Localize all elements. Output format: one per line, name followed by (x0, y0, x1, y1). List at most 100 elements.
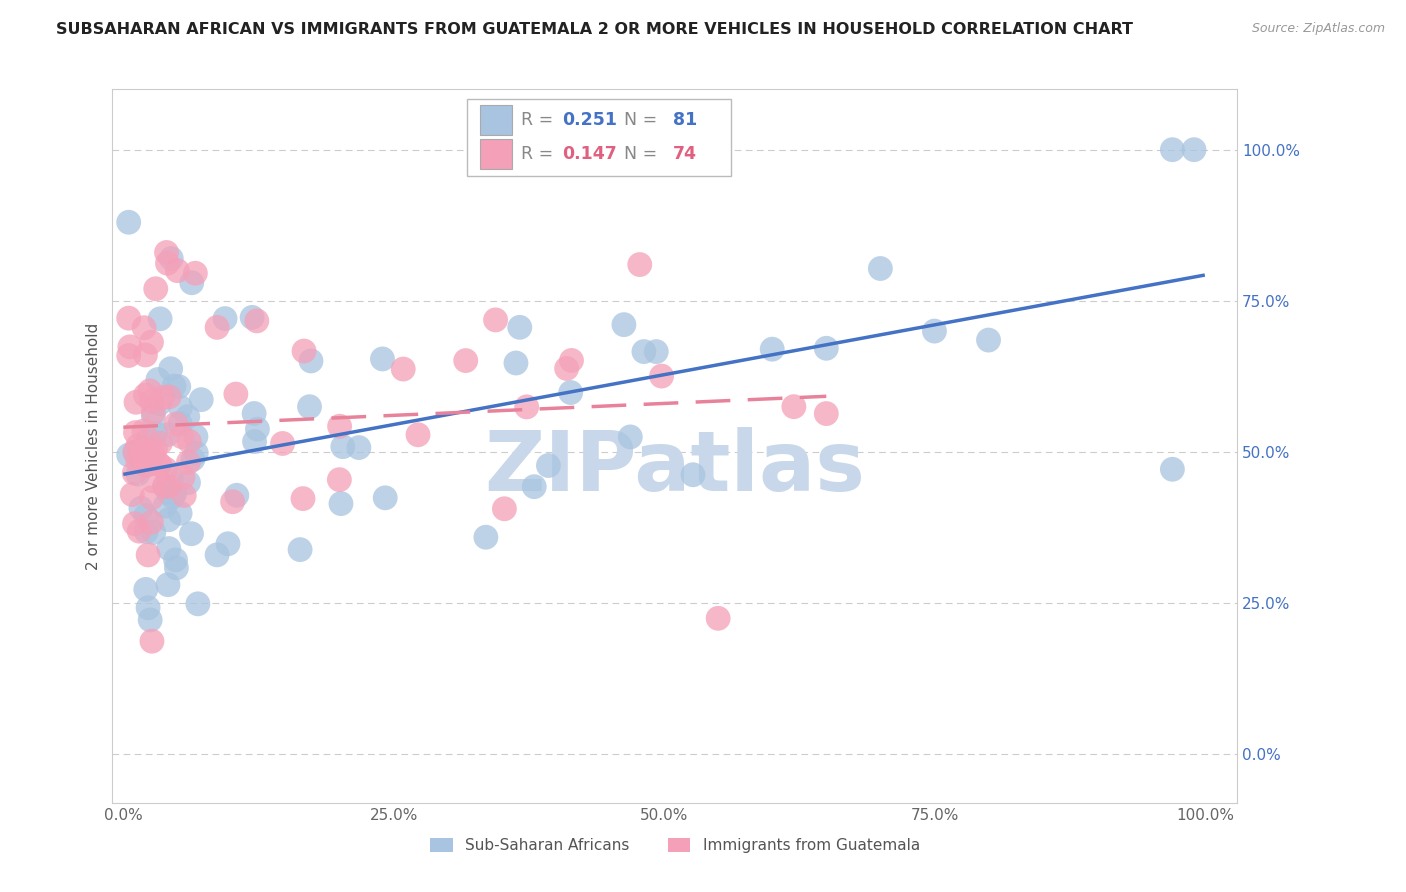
Point (291, 491, 314, 506)
Point (347, 441, 370, 455)
Point (142, 447, 165, 461)
Point (225, 488, 247, 502)
Point (135, 458, 157, 473)
Point (924, 324, 946, 338)
Point (271, 436, 294, 450)
Point (181, 452, 204, 467)
Point (141, 634, 163, 648)
Point (165, 417, 187, 431)
Point (288, 542, 311, 557)
Point (132, 320, 155, 334)
Point (146, 372, 169, 386)
Point (509, 320, 531, 334)
Point (475, 530, 498, 544)
Point (155, 245, 177, 260)
Point (246, 422, 269, 436)
Point (374, 491, 396, 505)
Point (330, 497, 353, 511)
Point (118, 215, 141, 229)
Point (240, 310, 263, 325)
Point (139, 613, 162, 627)
Point (783, 400, 806, 414)
Point (761, 342, 783, 356)
Point (243, 407, 266, 421)
Point (180, 276, 202, 290)
Point (160, 252, 183, 266)
FancyBboxPatch shape (481, 139, 512, 169)
Point (153, 479, 176, 493)
Point (136, 600, 159, 615)
Point (613, 318, 636, 332)
Point (155, 462, 177, 476)
Point (149, 311, 172, 326)
Point (454, 353, 477, 368)
Point (139, 384, 162, 398)
Point (645, 344, 668, 359)
Point (169, 401, 191, 415)
Point (121, 487, 143, 501)
Point (555, 361, 578, 376)
Point (173, 488, 195, 502)
Point (484, 313, 506, 327)
Point (633, 344, 655, 359)
Point (1161, 143, 1184, 157)
Point (371, 351, 394, 366)
Point (651, 369, 673, 384)
Point (142, 405, 165, 419)
FancyBboxPatch shape (481, 105, 512, 135)
Point (141, 515, 163, 529)
Point (179, 434, 201, 449)
Point (150, 391, 173, 405)
Point (560, 353, 582, 368)
Point (243, 434, 266, 449)
Point (184, 266, 207, 280)
Point (225, 387, 247, 401)
Text: Source: ZipAtlas.com: Source: ZipAtlas.com (1251, 22, 1385, 36)
Point (406, 427, 429, 442)
Point (134, 348, 156, 362)
Point (165, 553, 187, 567)
Point (815, 341, 838, 355)
Point (125, 395, 148, 409)
Point (127, 454, 149, 468)
Point (134, 449, 156, 463)
Point (156, 256, 179, 270)
Text: N =: N = (613, 111, 662, 128)
Point (619, 430, 641, 444)
Point (157, 541, 180, 556)
Point (169, 416, 191, 430)
Point (142, 474, 165, 488)
Point (869, 261, 891, 276)
Point (172, 470, 194, 484)
Point (148, 397, 170, 411)
Point (332, 440, 354, 454)
Point (141, 394, 163, 409)
Point (128, 524, 150, 538)
Point (177, 475, 200, 490)
Point (141, 491, 163, 505)
Point (118, 349, 141, 363)
Point (165, 561, 187, 575)
Text: R =: R = (520, 111, 558, 128)
Point (153, 479, 176, 493)
Point (138, 431, 160, 445)
Point (628, 258, 651, 272)
Point (131, 451, 153, 466)
Text: 0.251: 0.251 (562, 111, 617, 128)
Point (214, 311, 236, 326)
Point (142, 525, 165, 540)
Text: N =: N = (613, 145, 662, 163)
Point (169, 506, 191, 520)
Point (118, 448, 141, 462)
Point (298, 400, 321, 414)
Point (1161, 462, 1184, 476)
FancyBboxPatch shape (467, 99, 731, 177)
Point (145, 442, 167, 456)
Point (186, 446, 208, 460)
Point (505, 356, 527, 370)
Point (156, 427, 179, 442)
Point (159, 361, 181, 376)
Point (167, 379, 190, 393)
Point (166, 263, 188, 277)
Point (682, 467, 704, 482)
